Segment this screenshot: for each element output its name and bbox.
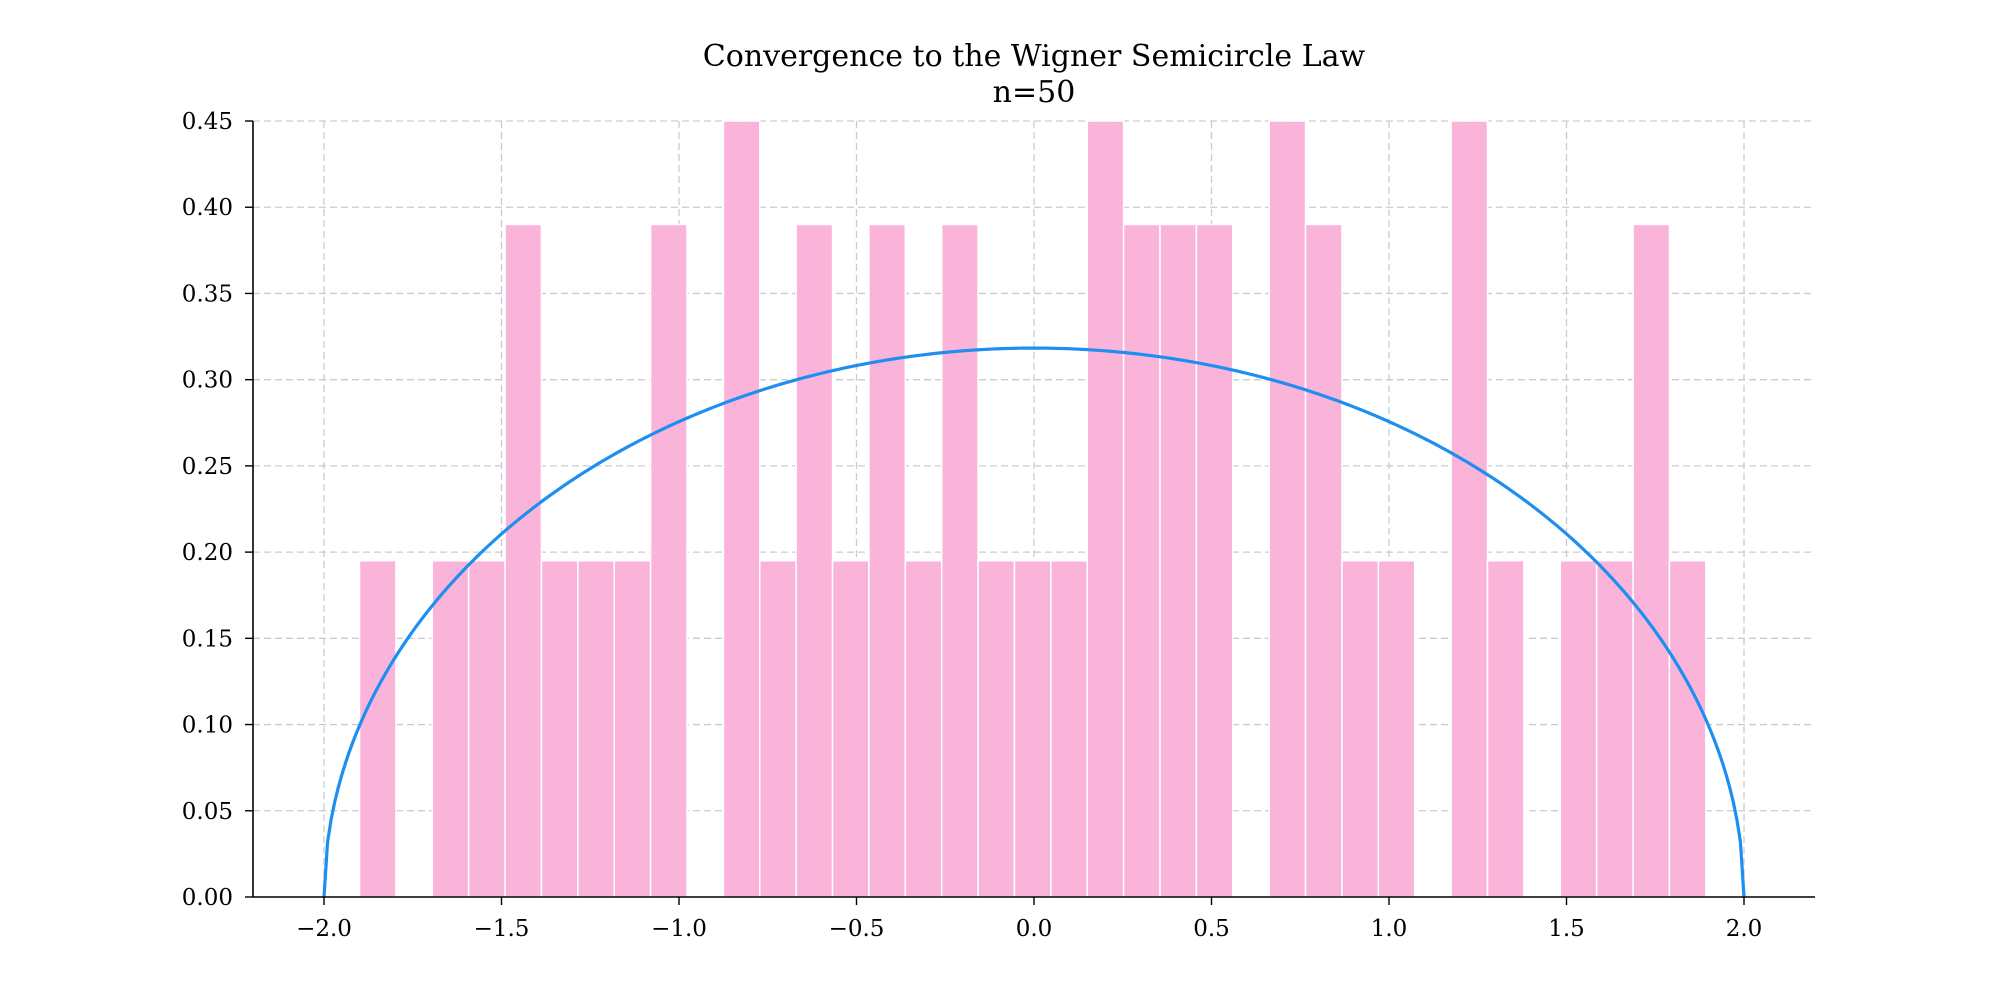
x-tick-label: 1.0 [1371, 916, 1408, 942]
y-tick-label: 0.15 [182, 626, 233, 652]
y-tick-label: 0.35 [182, 281, 233, 307]
x-tick-label: 2.0 [1726, 916, 1763, 942]
histogram-bar [795, 223, 834, 898]
histogram-bar [1632, 223, 1671, 898]
y-tick-label: 0.45 [182, 109, 233, 135]
histogram-bar [831, 559, 870, 898]
histogram-bar [649, 223, 688, 898]
y-tick-label: 0.00 [182, 885, 233, 911]
semicircle-curve [322, 346, 1746, 898]
histogram-bar [904, 559, 943, 898]
y-tick-label: 0.30 [182, 368, 233, 394]
histogram-bar [1341, 559, 1380, 898]
histogram-bar [1268, 120, 1307, 898]
x-tick-label: −1.0 [651, 916, 707, 942]
histogram-bar [1195, 223, 1234, 898]
histogram-bars [358, 120, 1707, 898]
histogram-bar [1122, 223, 1161, 898]
histogram-bar [1050, 559, 1089, 898]
histogram-bar [540, 559, 579, 898]
histogram-bar [759, 559, 797, 898]
histogram-bar [1304, 223, 1343, 898]
histogram-bar [722, 120, 761, 898]
y-tick-label: 0.10 [182, 713, 233, 739]
histogram-bar [1377, 559, 1416, 898]
x-tick-label: −1.5 [474, 916, 530, 942]
histogram-bar [1013, 559, 1052, 898]
histogram-bar [1159, 223, 1198, 898]
x-tick-label: 0.5 [1193, 916, 1230, 942]
y-tick-label: 0.20 [182, 540, 233, 566]
histogram-bar [613, 559, 652, 898]
semicircle-curve-group [322, 346, 1746, 898]
histogram-bar [431, 559, 470, 898]
histogram-bar [1559, 559, 1598, 898]
histogram-bar [358, 559, 397, 898]
y-tick-label: 0.40 [182, 195, 233, 221]
y-axis-ticks: 0.00 0.05 0.10 0.15 0.20 0.25 0.30 0.35 0.40 0.45 [182, 109, 253, 911]
histogram-bar [1595, 559, 1634, 898]
x-tick-label: 0.0 [1016, 916, 1053, 942]
x-axis-ticks: −2.0 −1.5 −1.0 −0.5 0.0 0.5 1.0 1.5 2.0 [296, 897, 1762, 942]
histogram-bar [577, 559, 615, 898]
histogram-bar [1086, 120, 1125, 898]
chart-subtitle: n=50 [993, 75, 1076, 110]
x-tick-label: 1.5 [1548, 916, 1585, 942]
histogram-bar [1486, 559, 1525, 898]
histogram-bar [1450, 120, 1489, 898]
y-tick-label: 0.25 [182, 454, 233, 480]
y-tick-label: 0.05 [182, 799, 233, 825]
x-tick-label: −0.5 [829, 916, 885, 942]
histogram-bar [868, 223, 907, 898]
histogram-bar [940, 223, 979, 898]
x-tick-label: −2.0 [296, 916, 352, 942]
histogram-bar [977, 559, 1016, 898]
histogram-bar [1668, 559, 1707, 898]
histogram-bar [504, 223, 543, 898]
chart-title: Convergence to the Wigner Semicircle Law [703, 39, 1366, 74]
histogram-bar [467, 559, 506, 898]
